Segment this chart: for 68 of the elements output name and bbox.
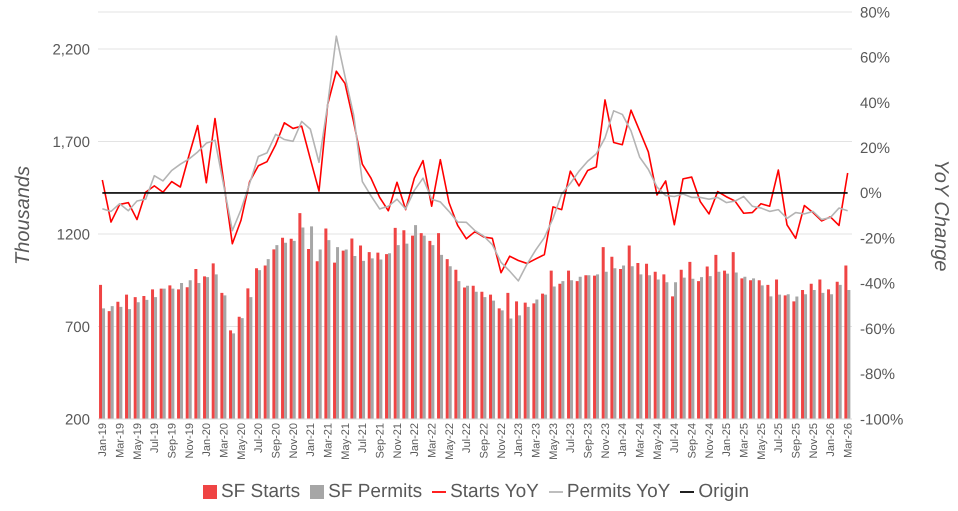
x-tick-label: Jul-19 — [149, 423, 162, 453]
x-tick-label: Jul-24 — [669, 423, 682, 453]
y2-tick-label: 80% — [860, 4, 890, 22]
y-tick-label: 700 — [64, 318, 90, 336]
x-tick-label: Mar-20 — [218, 423, 230, 458]
x-tick-label: May-23 — [548, 423, 560, 460]
x-tick-label: Jul-22 — [461, 423, 474, 453]
x-tick-label: Mar-26 — [842, 423, 854, 458]
x-tick-label: May-22 — [444, 423, 456, 460]
x-tick-label: Jan-25 — [721, 423, 734, 457]
x-tick-label: Jan-20 — [201, 423, 214, 457]
y2-tick-label: -80% — [860, 366, 896, 384]
x-tick-label: Jan-26 — [825, 423, 838, 457]
y2-tick-label: -100% — [860, 411, 904, 428]
y-tick-label: 1,700 — [52, 134, 90, 151]
y2-tick-label: 60% — [860, 50, 890, 67]
x-tick-label: Mar-25 — [738, 423, 750, 458]
y2-tick-label: -20% — [860, 230, 896, 248]
x-tick-label: Mar-22 — [426, 423, 438, 458]
x-tick-label: Nov-21 — [392, 423, 404, 458]
x-tick-label: Sep-19 — [166, 423, 178, 458]
x-tick-label: May-19 — [132, 423, 144, 460]
x-tick-label: Jan-21 — [305, 423, 318, 457]
y2-axis-title: YoY Change — [930, 160, 952, 272]
x-tick-label: Mar-21 — [322, 423, 334, 458]
line-series — [102, 35, 848, 282]
x-tick-label: Jul-21 — [357, 423, 370, 453]
x-tick-label: Nov-22 — [496, 423, 508, 458]
x-tick-label: Nov-25 — [808, 423, 820, 458]
x-tick-label: Jan-24 — [617, 423, 630, 457]
x-tick-label: Sep-24 — [686, 423, 698, 458]
x-tick-label: Nov-20 — [288, 423, 300, 458]
legend-label: Permits YoY — [566, 481, 670, 502]
y2-tick-label: 20% — [860, 140, 890, 157]
y2-tick-label: -40% — [860, 276, 896, 293]
x-tick-label: Jan-22 — [409, 423, 422, 457]
x-tick-label: May-21 — [340, 423, 352, 460]
y2-tick-label: -60% — [860, 320, 896, 338]
x-tick-label: Nov-19 — [184, 423, 196, 458]
x-tick-label: Mar-24 — [634, 423, 646, 458]
y-tick-label: 200 — [64, 411, 90, 428]
x-tick-label: Sep-20 — [270, 423, 282, 458]
y-axis-title: Thousands — [12, 166, 34, 265]
x-tick-label: Jul-20 — [253, 423, 266, 453]
y2-tick-label: 40% — [860, 94, 890, 112]
x-tick-label: Mar-19 — [114, 423, 126, 458]
x-tick-label: Jan-23 — [513, 423, 526, 457]
legend-label: SF Permits — [328, 481, 422, 502]
x-tick-label: Sep-23 — [582, 423, 594, 458]
x-tick-label: Jul-25 — [773, 423, 786, 453]
x-tick-label: Jan-19 — [97, 423, 110, 457]
x-tick-label: May-20 — [236, 423, 248, 460]
x-tick-label: Jul-23 — [565, 423, 578, 453]
legend-label: SF Starts — [220, 481, 300, 502]
x-tick-label: May-25 — [756, 423, 768, 460]
x-tick-label: Sep-21 — [374, 423, 386, 458]
legend-label: Origin — [698, 481, 750, 502]
x-tick-label: Mar-23 — [530, 423, 542, 458]
y2-tick-label: 0% — [860, 185, 882, 202]
x-tick-label: May-24 — [652, 423, 664, 460]
line-series — [102, 70, 848, 274]
legend-label: Starts YoY — [450, 481, 539, 502]
y-tick-label: 2,200 — [52, 41, 90, 58]
x-tick-label: Nov-24 — [704, 423, 716, 458]
x-tick-label: Sep-22 — [478, 423, 490, 458]
y-tick-label: 1200 — [56, 226, 90, 244]
x-tick-label: Sep-25 — [790, 423, 802, 458]
x-tick-label: Nov-23 — [600, 423, 612, 458]
